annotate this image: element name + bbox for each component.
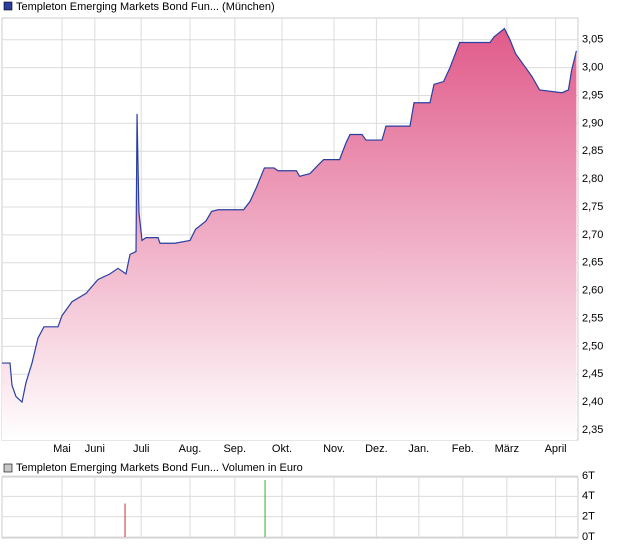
x-tick-label: Sep. bbox=[223, 443, 246, 455]
y-tick-label: 2,90 bbox=[582, 117, 603, 129]
y-tick-label: 3,05 bbox=[582, 34, 603, 46]
area-fill bbox=[2, 28, 577, 441]
y-tick-label: 4T bbox=[582, 490, 595, 502]
y-tick-label: 2,80 bbox=[582, 173, 603, 185]
y-tick-label: 2,45 bbox=[582, 368, 603, 380]
x-tick-label: April bbox=[545, 443, 567, 455]
plot-frame bbox=[1, 476, 579, 539]
x-tick-label: März bbox=[495, 443, 519, 455]
y-tick-label: 2,85 bbox=[582, 145, 603, 157]
y-tick-label: 3,00 bbox=[582, 62, 603, 74]
x-tick-label: Juli bbox=[133, 443, 150, 455]
legend-swatch bbox=[3, 463, 13, 473]
y-tick-label: 2T bbox=[582, 511, 595, 523]
x-tick-label: Okt. bbox=[272, 443, 292, 455]
x-tick-label: Juni bbox=[85, 443, 105, 455]
y-tick-label: 2,50 bbox=[582, 340, 603, 352]
legend-label: Templeton Emerging Markets Bond Fun... (… bbox=[16, 1, 275, 13]
volume-bar bbox=[264, 480, 266, 537]
y-tick-label: 2,65 bbox=[582, 257, 603, 269]
x-tick-label: Mai bbox=[53, 443, 71, 455]
y-tick-label: 2,35 bbox=[582, 424, 603, 436]
x-tick-label: Aug. bbox=[179, 443, 202, 455]
y-tick-label: 2,55 bbox=[582, 312, 603, 324]
y-tick-label: 6T bbox=[582, 470, 595, 482]
y-tick-label: 2,75 bbox=[582, 201, 603, 213]
x-tick-label: Feb. bbox=[452, 443, 474, 455]
y-tick-label: 2,95 bbox=[582, 89, 603, 101]
y-tick-label: 2,40 bbox=[582, 396, 603, 408]
x-tick-label: Jan. bbox=[408, 443, 429, 455]
price-line bbox=[2, 27, 577, 404]
legend-label: Templeton Emerging Markets Bond Fun... V… bbox=[16, 462, 303, 474]
y-tick-label: 0T bbox=[582, 531, 595, 543]
y-tick-label: 2,70 bbox=[582, 229, 603, 241]
x-tick-label: Nov. bbox=[323, 443, 345, 455]
legend-swatch bbox=[3, 1, 13, 11]
x-tick-label: Dez. bbox=[365, 443, 388, 455]
volume-bar bbox=[124, 503, 126, 537]
y-tick-label: 2,60 bbox=[582, 285, 603, 297]
